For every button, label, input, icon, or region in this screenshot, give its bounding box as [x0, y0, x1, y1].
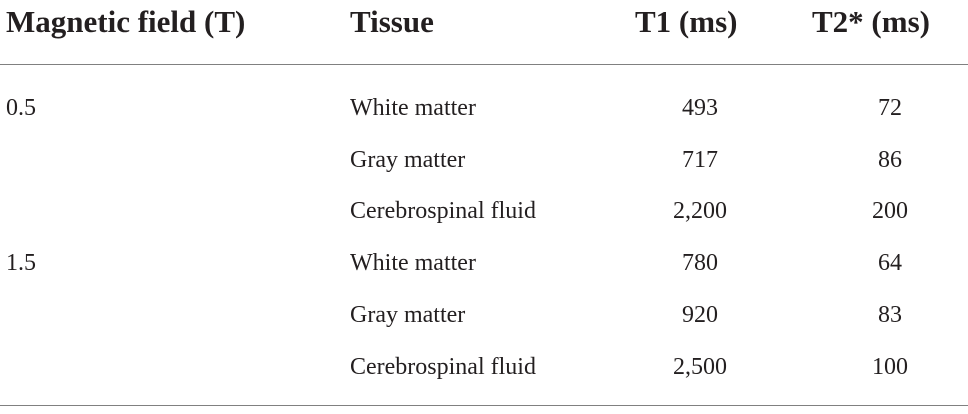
table-row: 0.5 White matter 493 72: [0, 88, 968, 128]
cell-tissue: Cerebrospinal fluid: [350, 198, 536, 224]
header-t2: T2* (ms): [812, 4, 930, 39]
table-bottom-rule: [0, 405, 968, 406]
cell-t1: 2,500: [673, 354, 727, 380]
table-header: Magnetic field (T) Tissue T1 (ms) T2* (m…: [0, 0, 968, 60]
cell-magnetic-field: 0.5: [6, 95, 36, 121]
header-magnetic-field: Magnetic field (T): [6, 4, 246, 39]
header-t1: T1 (ms): [635, 4, 738, 39]
cell-t2: 100: [872, 354, 908, 380]
cell-tissue: White matter: [350, 95, 476, 121]
cell-t2: 64: [878, 250, 902, 276]
cell-t2: 83: [878, 302, 902, 328]
cell-tissue: White matter: [350, 250, 476, 276]
cell-tissue: Gray matter: [350, 302, 466, 328]
cell-magnetic-field: 1.5: [6, 250, 36, 276]
table-row: Cerebrospinal fluid 2,500 100: [0, 347, 968, 387]
cell-t1: 780: [682, 250, 718, 276]
cell-t2: 86: [878, 147, 902, 173]
table-row: 1.5 White matter 780 64: [0, 243, 968, 283]
cell-tissue: Cerebrospinal fluid: [350, 354, 536, 380]
table-row: Gray matter 920 83: [0, 295, 968, 335]
cell-t1: 717: [682, 147, 718, 173]
table-row: Cerebrospinal fluid 2,200 200: [0, 191, 968, 231]
header-divider: [0, 64, 968, 65]
cell-t2: 72: [878, 95, 902, 121]
cell-t1: 920: [682, 302, 718, 328]
cell-t2: 200: [872, 198, 908, 224]
header-tissue: Tissue: [350, 4, 434, 39]
cell-t1: 2,200: [673, 198, 727, 224]
cell-tissue: Gray matter: [350, 147, 466, 173]
table-row: Gray matter 717 86: [0, 140, 968, 180]
cell-t1: 493: [682, 95, 718, 121]
